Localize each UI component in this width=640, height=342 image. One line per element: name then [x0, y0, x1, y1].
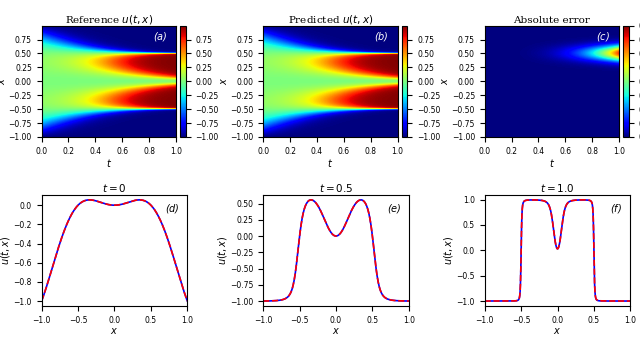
Text: ($d$): ($d$) — [165, 202, 180, 215]
Y-axis label: $x$: $x$ — [0, 77, 7, 86]
X-axis label: $t$: $t$ — [548, 157, 555, 169]
X-axis label: $x$: $x$ — [332, 326, 340, 336]
X-axis label: $t$: $t$ — [327, 157, 333, 169]
X-axis label: $t$: $t$ — [106, 157, 112, 169]
Y-axis label: $u(t,x)$: $u(t,x)$ — [0, 236, 12, 265]
Title: Predicted $u(t,x)$: Predicted $u(t,x)$ — [287, 13, 373, 26]
Title: $t=0$: $t=0$ — [102, 182, 127, 194]
Y-axis label: $x$: $x$ — [440, 77, 450, 86]
Text: ($e$): ($e$) — [387, 202, 402, 215]
Y-axis label: $u(t,x)$: $u(t,x)$ — [216, 236, 228, 265]
X-axis label: $x$: $x$ — [111, 326, 118, 336]
Text: ($c$): ($c$) — [596, 30, 610, 43]
Title: $t=0.5$: $t=0.5$ — [319, 182, 353, 194]
Text: ($f$): ($f$) — [610, 202, 622, 215]
Y-axis label: $x$: $x$ — [219, 77, 228, 86]
Y-axis label: $u(t,x)$: $u(t,x)$ — [442, 236, 455, 265]
Title: Reference $u(t,x)$: Reference $u(t,x)$ — [65, 13, 153, 26]
Text: ($a$): ($a$) — [152, 30, 167, 43]
X-axis label: $x$: $x$ — [554, 326, 561, 336]
Text: ($b$): ($b$) — [374, 30, 388, 43]
Title: $t=1.0$: $t=1.0$ — [540, 182, 575, 194]
Title: Absolute error: Absolute error — [513, 16, 590, 25]
